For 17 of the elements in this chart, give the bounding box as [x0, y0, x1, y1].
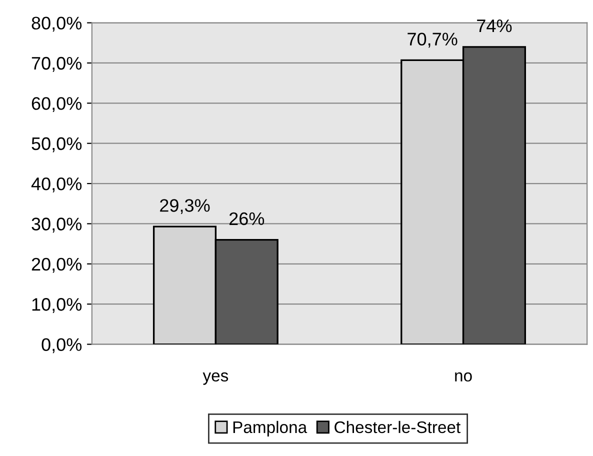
data-label: 70,7%	[408, 32, 458, 48]
y-tick-label: 80,0%	[32, 16, 82, 32]
y-tick-label: 30,0%	[32, 218, 82, 233]
data-label: 74%	[477, 20, 512, 32]
y-tick-label: 40,0%	[31, 177, 82, 192]
x-tick-label: no	[455, 372, 472, 382]
legend-label: Chester-le-Street	[334, 420, 461, 434]
legend-label: Pamplona	[233, 420, 308, 436]
y-tick-label: 70,0%	[32, 56, 82, 72]
y-tick-label: 50,0%	[32, 137, 82, 152]
y-tick-label: 0,0%	[42, 338, 82, 354]
x-tick-label: yes	[202, 372, 228, 385]
y-tick-label: 10,0%	[32, 298, 82, 313]
data-label: 29,3%	[160, 199, 210, 214]
y-tick-label: 20,0%	[32, 258, 82, 273]
data-label: 26%	[229, 212, 264, 226]
y-tick-label: 60,0%	[32, 97, 82, 112]
